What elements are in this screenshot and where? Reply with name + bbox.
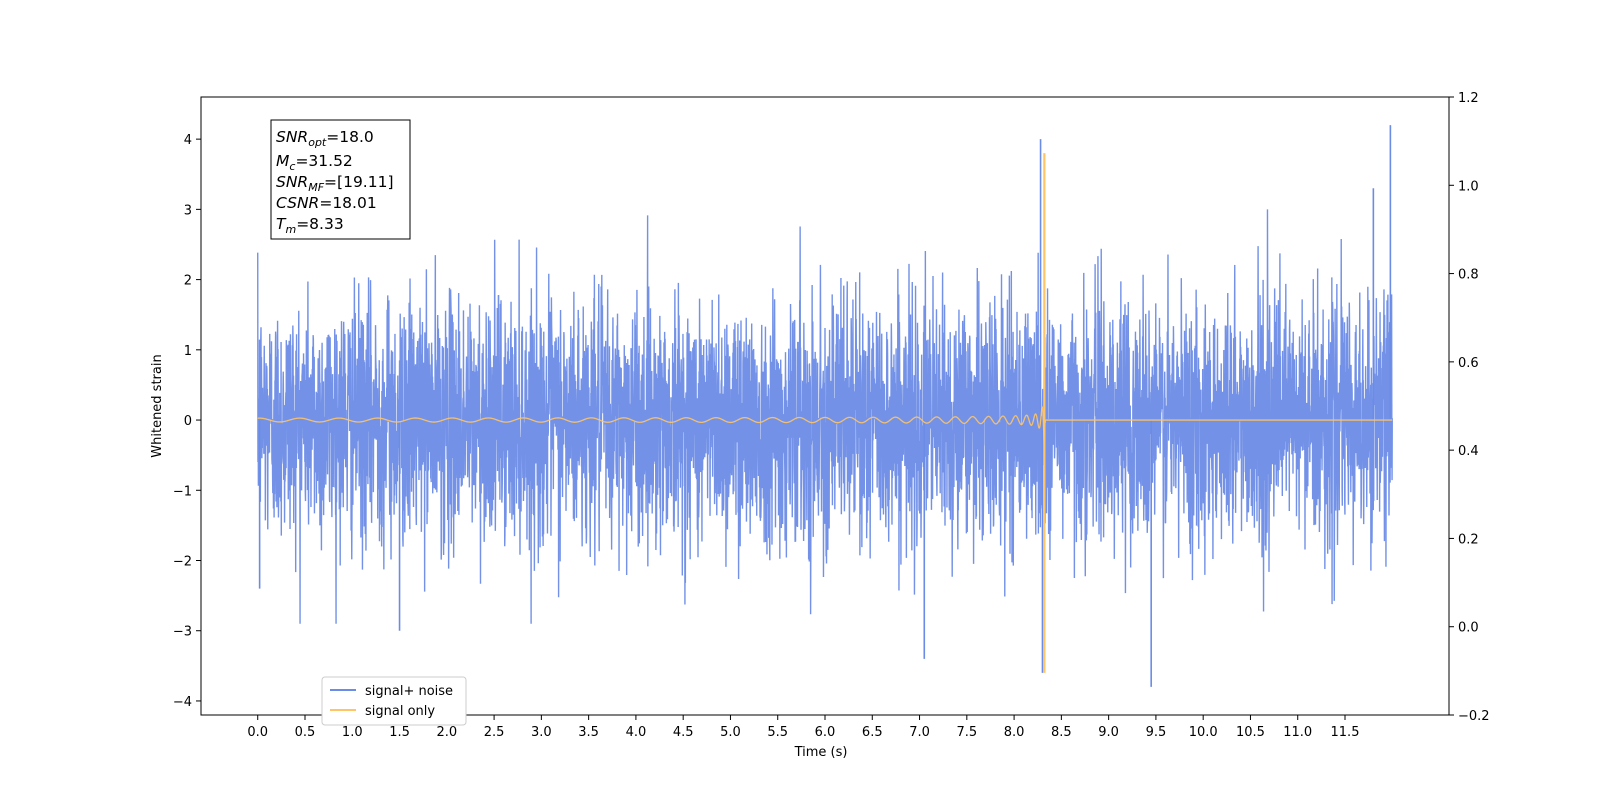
series-signal-only-line xyxy=(257,405,1393,446)
legend: signal+ noise signal only xyxy=(321,676,467,726)
x-tick-label: 0.0 xyxy=(247,725,268,740)
annotation-line: SNRopt=18.0 xyxy=(276,128,374,149)
y-axis: 4 3 2 1 0 −1 −2 −3 −4 xyxy=(173,133,201,710)
y2-tick-label: 0.2 xyxy=(1458,532,1479,547)
x-tick-label: 4.0 xyxy=(626,725,647,740)
y2-tick-label: 1.0 xyxy=(1458,179,1479,194)
y-tick-label: −4 xyxy=(173,695,192,710)
y-tick-label: 3 xyxy=(184,203,192,218)
y2-tick-label: 0.0 xyxy=(1458,621,1479,636)
x-axis: 0.0 0.5 1.0 1.5 2.0 2.5 3.0 3.5 4.0 4.5 5.0 5.5 6.0 6… xyxy=(247,715,1359,740)
y-tick-label: −1 xyxy=(173,484,192,499)
x-tick-label: 10.5 xyxy=(1236,725,1265,740)
x-tick-label: 0.5 xyxy=(295,725,316,740)
y-tick-label: −2 xyxy=(173,555,192,570)
annotation-line: Tm=8.33 xyxy=(276,215,344,236)
x-tick-label: 11.0 xyxy=(1283,725,1312,740)
legend-label: signal+ noise xyxy=(365,684,453,699)
y-tick-label: 4 xyxy=(184,133,192,148)
x-axis-label: Time (s) xyxy=(794,745,848,760)
x-tick-label: 9.5 xyxy=(1146,725,1167,740)
x-tick-label: 2.5 xyxy=(484,725,505,740)
x-tick-label: 3.5 xyxy=(578,725,599,740)
x-tick-label: 7.5 xyxy=(956,725,977,740)
annotation-line: SNRMF=[19.11] xyxy=(276,173,394,194)
annotation-frame xyxy=(270,119,411,240)
y2-tick-label: −0.2 xyxy=(1458,709,1490,724)
x-tick-label: 2.0 xyxy=(436,725,457,740)
y2-tick-label: 0.4 xyxy=(1458,444,1479,459)
legend-frame xyxy=(321,676,467,726)
y-axis-label: Whitened strain xyxy=(150,354,165,457)
x-tick-label: 11.5 xyxy=(1331,725,1360,740)
x-tick-label: 5.0 xyxy=(720,725,741,740)
annotation-box: SNRopt=18.0 Mc=31.52SNRMF=[19.11]CSNR=18.… xyxy=(270,119,411,240)
y2-axis: 1.2 1.0 0.8 0.6 0.4 0.2 0.0 −0.2 xyxy=(1449,91,1490,724)
x-tick-label: 7.0 xyxy=(909,725,930,740)
annotation-line: CSNR=18.01 xyxy=(276,194,377,212)
x-tick-label: 9.0 xyxy=(1098,725,1119,740)
x-tick-label: 4.5 xyxy=(673,725,694,740)
x-tick-label: 3.0 xyxy=(531,725,552,740)
legend-label: signal only xyxy=(365,704,435,719)
y-tick-label: 2 xyxy=(184,274,192,289)
x-tick-label: 6.5 xyxy=(862,725,883,740)
x-tick-label: 8.0 xyxy=(1004,725,1025,740)
annotation-line: Mc=31.52 xyxy=(276,152,353,173)
x-tick-label: 10.0 xyxy=(1189,725,1218,740)
series-signal-noise-line xyxy=(257,209,1393,624)
y2-tick-label: 1.2 xyxy=(1458,91,1479,106)
x-tick-label: 8.5 xyxy=(1051,725,1072,740)
y2-tick-label: 0.6 xyxy=(1458,356,1479,371)
y-tick-label: −3 xyxy=(173,625,192,640)
x-tick-label: 1.5 xyxy=(389,725,410,740)
y-tick-label: 1 xyxy=(184,344,192,359)
x-tick-label: 5.5 xyxy=(767,725,788,740)
y2-tick-label: 0.8 xyxy=(1458,268,1479,283)
y-tick-label: 0 xyxy=(184,414,192,429)
x-tick-label: 6.0 xyxy=(815,725,836,740)
x-tick-label: 1.0 xyxy=(342,725,363,740)
